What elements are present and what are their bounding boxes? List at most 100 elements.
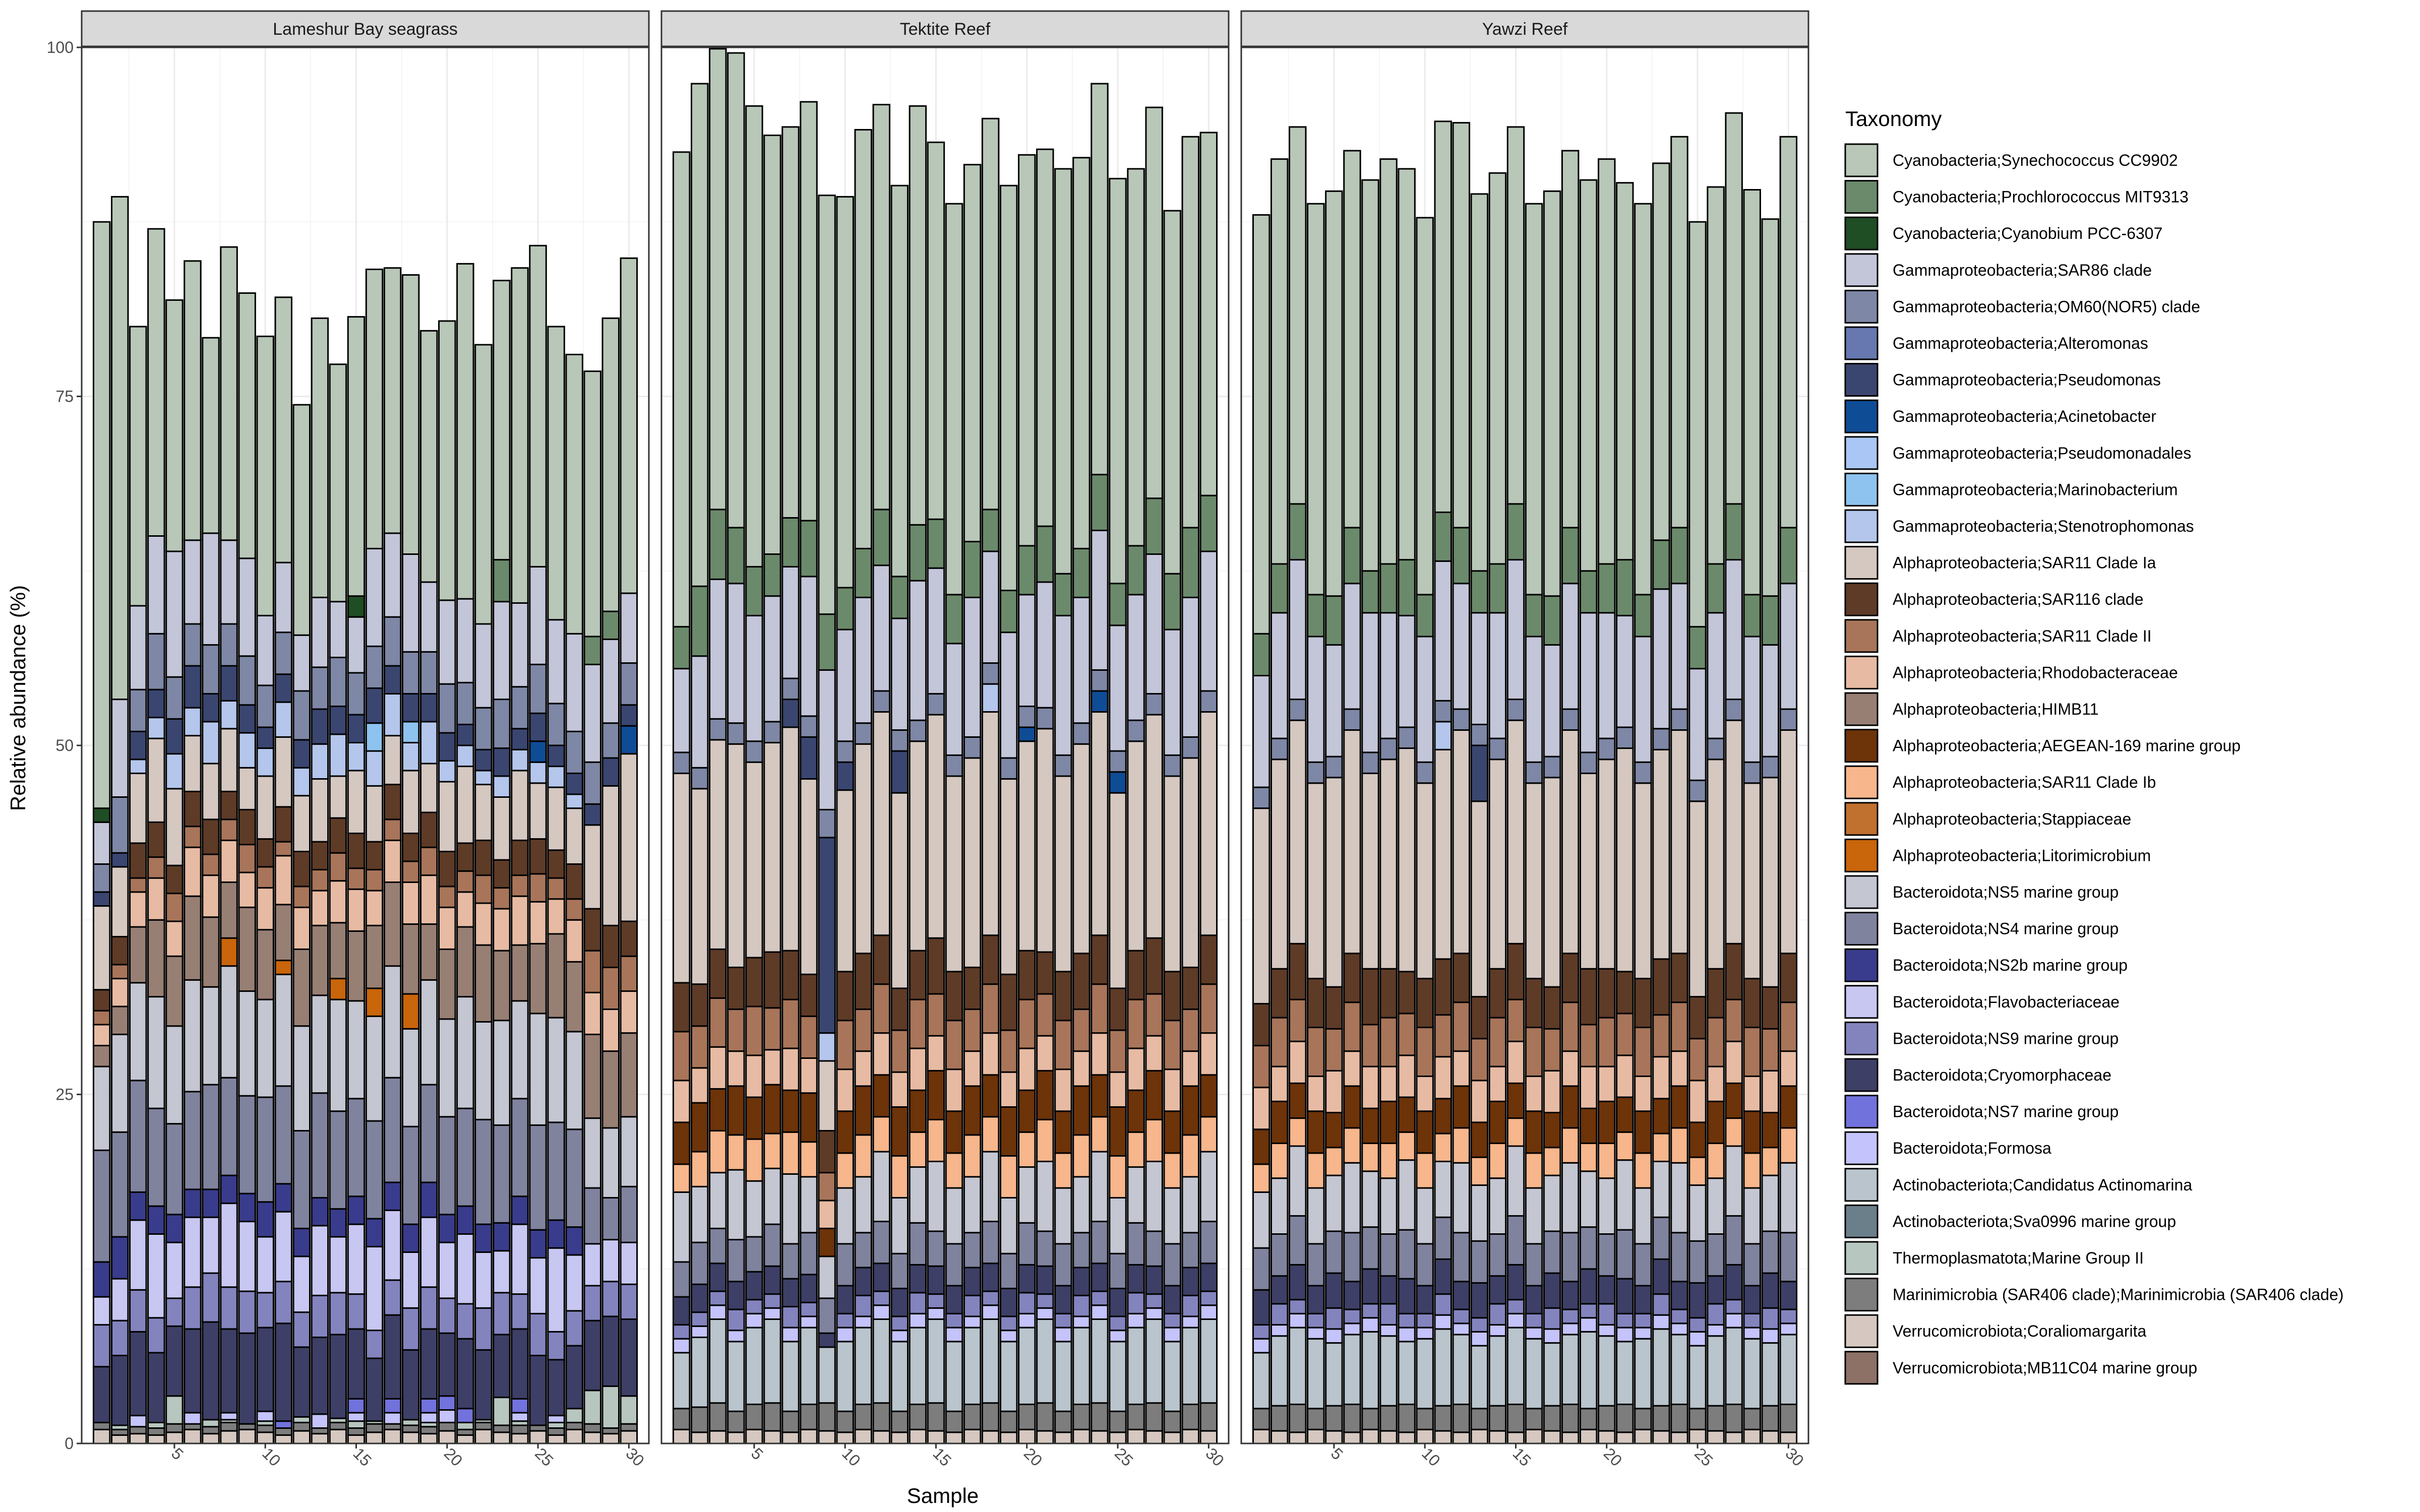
bar-segment-alphaproteobacteria-sar11-clade-ia [292, 795, 311, 853]
bar-segment-alphaproteobacteria-aegean-169-marine-group [1361, 1107, 1379, 1144]
bar-segment-marinimicrobia-sar406-clade-marinimicrobia-sar406-clade [1036, 1402, 1054, 1432]
bar-segment-alphaproteobacteria-sar11-clade-ia [1379, 759, 1398, 970]
bar-segment-alphaproteobacteria-sar116-clade [129, 842, 147, 879]
bar-segment-cyanobacteria-synechococcus-cc9902 [92, 221, 111, 809]
bar-segment-bacteroidota-cryomorphaceae [1252, 1289, 1270, 1326]
bar-segment-alphaproteobacteria-sar116-clade [347, 833, 366, 869]
bar-segment-bacteroidota-cryomorphaceae [818, 1332, 836, 1348]
stacked-bar [1307, 203, 1325, 1444]
bar-segment-bacteroidota-ns2b-marine-group [202, 1188, 220, 1218]
bar-segment-cyanobacteria-prochlorococcus-mit9313 [1181, 527, 1200, 598]
bar-segment-bacteroidota-ns5-marine-group [854, 1176, 872, 1234]
bar-segment-alphaproteobacteria-rhodobacteraceae [511, 895, 529, 946]
bar-segment-bacteroidota-formosa [1725, 1312, 1743, 1329]
bar-segment-verrucomicrobiota-coraliomargarita [1289, 1431, 1307, 1444]
bar-segment-marinimicrobia-sar406-clade-marinimicrobia-sar406-clade [1199, 1402, 1218, 1432]
bar-segment-cyanobacteria-synechococcus-cc9902 [1343, 150, 1361, 529]
bar-segment-alphaproteobacteria-sar11-clade-ii [311, 869, 329, 892]
bar-segment-bacteroidota-flavobacteriaceae [292, 1255, 311, 1313]
bar-segment-bacteroidota-ns4-marine-group [1398, 1229, 1416, 1280]
bar-segment-bacteroidota-ns9-marine-group [1525, 1312, 1543, 1329]
bar-segment-verrucomicrobiota-coraliomargarita [1163, 1431, 1181, 1444]
bar-segment-gammaproteobacteria-om60-nor5-clade [945, 754, 963, 777]
bar-segment-gammaproteobacteria-pseudomonas [256, 726, 274, 749]
bar-segment-alphaproteobacteria-sar11-clade-ii [1416, 1027, 1434, 1077]
bar-segment-bacteroidota-ns5-marine-group [1761, 1174, 1780, 1232]
bar-segment-alphaproteobacteria-sar116-clade [419, 811, 438, 848]
bar-segment-gammaproteobacteria-sar86-clade [818, 669, 836, 810]
stacked-bar [1470, 193, 1489, 1444]
bar-segment-bacteroidota-flavobacteriaceae [583, 1243, 601, 1287]
bar-segment-gammaproteobacteria-om60-nor5-clade [836, 740, 854, 763]
bar-segment-cyanobacteria-synechococcus-cc9902 [274, 296, 292, 563]
bar-segment-bacteroidota-flavobacteriaceae [311, 1225, 329, 1296]
bar-segment-cyanobacteria-synechococcus-cc9902 [1543, 190, 1561, 597]
bar-segment-cyanobacteria-synechococcus-cc9902 [202, 337, 220, 534]
bar-segment-alphaproteobacteria-litorimicrobium [401, 993, 420, 1030]
bar-segment-bacteroidota-ns9-marine-group [745, 1299, 763, 1314]
bar-segment-gammaproteobacteria-sar86-clade [620, 592, 638, 664]
bar-segment-bacteroidota-ns9-marine-group [727, 1308, 745, 1332]
bar-segment-alphaproteobacteria-sar11-clade-ia [474, 784, 493, 841]
bar-segment-bacteroidota-cryomorphaceae [419, 1328, 438, 1400]
bar-segment-marinimicrobia-sar406-clade-marinimicrobia-sar406-clade [1616, 1403, 1634, 1433]
bar-segment-alphaproteobacteria-rhodobacteraceae [1634, 1075, 1652, 1112]
bar-segment-bacteroidota-ns2b-marine-group [565, 1226, 583, 1256]
bar-segment-marinimicrobia-sar406-clade-marinimicrobia-sar406-clade [147, 1427, 165, 1436]
bar-segment-gammaproteobacteria-sar86-clade [1379, 612, 1398, 739]
bar-segment-bacteroidota-flavobacteriaceae [329, 1236, 347, 1294]
bar-segment-bacteroidota-formosa [1361, 1317, 1379, 1333]
bar-segment-bacteroidota-ns5-marine-group [1743, 1187, 1761, 1245]
legend-label: Verrucomicrobiota;Coraliomargarita [1893, 1322, 2147, 1340]
bar-segment-bacteroidota-ns4-marine-group [672, 1261, 691, 1298]
bar-segment-gammaproteobacteria-sar86-clade [1018, 594, 1036, 707]
bar-segment-bacteroidota-cryomorphaceae [1434, 1258, 1452, 1295]
legend-item: Alphaproteobacteria;SAR11 Clade II [1844, 619, 2152, 653]
bar-segment-bacteroidota-ns2b-marine-group [92, 1261, 111, 1298]
bar-segment-actinobacteriota-candidatus-actinomarina [1525, 1338, 1543, 1410]
stacked-bar [890, 184, 909, 1444]
bar-segment-cyanobacteria-prochlorococcus-mit9313 [1091, 474, 1109, 531]
bar-segment-alphaproteobacteria-aegean-169-marine-group [818, 1227, 836, 1257]
bar-segment-bacteroidota-ns4-marine-group [872, 1221, 891, 1265]
bar-segment-cyanobacteria-synechococcus-cc9902 [383, 267, 402, 534]
bar-segment-bacteroidota-ns5-marine-group [274, 973, 292, 1087]
legend-item: Bacteroidota;NS4 marine group [1844, 912, 2119, 946]
legend-swatch [1844, 1314, 1879, 1348]
bar-segment-gammaproteobacteria-sar86-clade [329, 601, 347, 658]
bar-segment-actinobacteriota-candidatus-actinomarina [1018, 1327, 1036, 1405]
stacked-bar [1452, 122, 1471, 1444]
bar-segment-alphaproteobacteria-sar11-clade-ia [456, 766, 474, 844]
bar-segment-verrucomicrobiota-coraliomargarita [347, 1434, 366, 1444]
bar-segment-gammaproteobacteria-sar86-clade [927, 567, 945, 695]
bar-segment-marinimicrobia-sar406-clade-marinimicrobia-sar406-clade [672, 1408, 691, 1430]
stacked-bar [238, 292, 256, 1444]
bar-segment-bacteroidota-cryomorphaceae [1470, 1282, 1489, 1319]
bar-segment-alphaproteobacteria-sar11-clade-ia [690, 788, 709, 985]
bar-segment-bacteroidota-ns4-marine-group [1416, 1243, 1434, 1287]
bar-segment-bacteroidota-ns5-marine-group [601, 1127, 620, 1199]
bar-segment-gammaproteobacteria-sar86-clade [836, 628, 854, 742]
bar-segment-bacteroidota-formosa [854, 1315, 872, 1329]
bar-segment-bacteroidota-cryomorphaceae [1072, 1267, 1091, 1296]
bar-segment-gammaproteobacteria-sar86-clade [872, 564, 891, 692]
bar-segment-alphaproteobacteria-sar11-clade-ia [1018, 740, 1036, 952]
bar-segment-alphaproteobacteria-sar11-clade-ia [1416, 782, 1434, 980]
bar-segment-cyanobacteria-synechococcus-cc9902 [1506, 126, 1525, 505]
bar-segment-actinobacteriota-candidatus-actinomarina [690, 1336, 709, 1408]
bar-segment-alphaproteobacteria-sar11-clade-ia [184, 735, 202, 792]
bar-segment-bacteroidota-ns4-marine-group [1561, 1232, 1580, 1283]
bar-segment-alphaproteobacteria-sar116-clade [365, 841, 384, 871]
legend-item: Bacteroidota;NS7 marine group [1844, 1095, 2119, 1129]
stacked-bar [1109, 177, 1127, 1444]
bar-segment-alphaproteobacteria-sar116-clade [709, 948, 727, 999]
bar-segment-verrucomicrobiota-coraliomargarita [1018, 1428, 1036, 1444]
bar-segment-bacteroidota-ns9-marine-group [1325, 1307, 1343, 1330]
bar-segment-bacteroidota-ns9-marine-group [1145, 1293, 1163, 1309]
bar-segment-alphaproteobacteria-rhodobacteraceae [292, 906, 311, 950]
bar-segment-marinimicrobia-sar406-clade-marinimicrobia-sar406-clade [620, 1423, 638, 1432]
bar-segment-bacteroidota-ns2b-marine-group [147, 1205, 165, 1235]
bar-segment-verrucomicrobiota-coraliomargarita [202, 1433, 220, 1444]
bar-segment-verrucomicrobiota-coraliomargarita [1688, 1428, 1707, 1444]
bar-segment-bacteroidota-ns5-marine-group [1307, 1187, 1325, 1245]
